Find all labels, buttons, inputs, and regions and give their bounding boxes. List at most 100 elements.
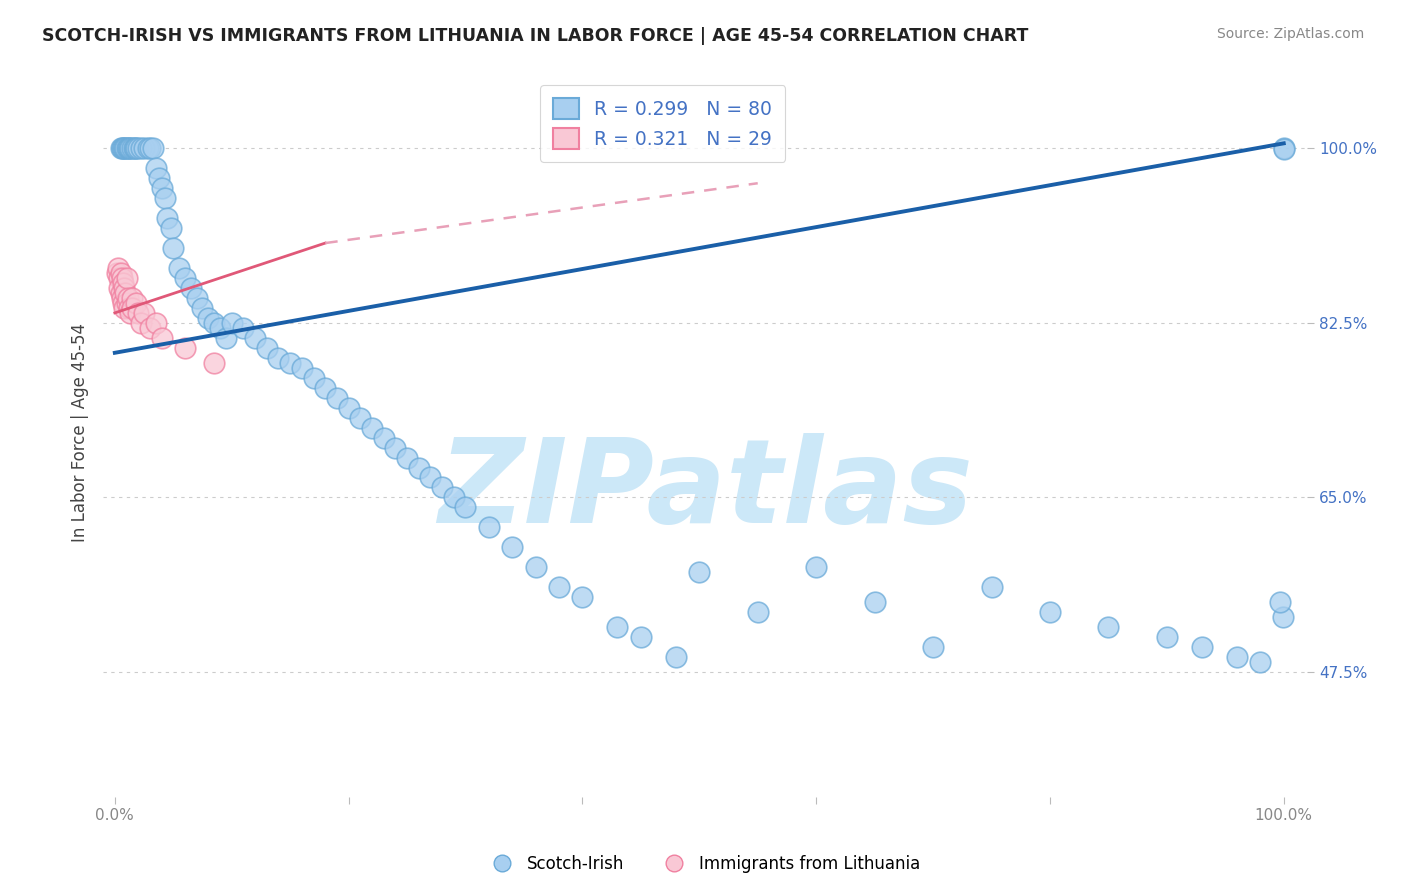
Point xyxy=(1249,655,1271,669)
Point xyxy=(630,630,652,644)
Point xyxy=(180,281,202,295)
Point xyxy=(121,301,143,315)
Point xyxy=(373,431,395,445)
Point xyxy=(548,580,571,594)
Y-axis label: In Labor Force | Age 45-54: In Labor Force | Age 45-54 xyxy=(72,323,89,542)
Point xyxy=(160,221,183,235)
Point xyxy=(111,141,134,155)
Point xyxy=(110,266,132,280)
Point xyxy=(112,301,135,315)
Point xyxy=(278,356,301,370)
Point xyxy=(117,291,139,305)
Point xyxy=(256,341,278,355)
Point xyxy=(804,560,827,574)
Point xyxy=(326,391,349,405)
Point xyxy=(384,441,406,455)
Text: ZIPatlas: ZIPatlas xyxy=(437,434,973,549)
Point xyxy=(162,241,184,255)
Point xyxy=(117,141,139,155)
Point xyxy=(208,321,231,335)
Legend: Scotch-Irish, Immigrants from Lithuania: Scotch-Irish, Immigrants from Lithuania xyxy=(478,848,928,880)
Point xyxy=(430,480,453,494)
Point xyxy=(1191,640,1213,654)
Point xyxy=(127,141,149,155)
Point xyxy=(156,211,179,226)
Point xyxy=(111,296,134,310)
Point xyxy=(1271,610,1294,624)
Point xyxy=(202,356,225,370)
Point xyxy=(314,381,336,395)
Point xyxy=(1270,595,1292,609)
Point xyxy=(139,321,162,335)
Point xyxy=(118,301,141,315)
Point xyxy=(191,301,214,315)
Point xyxy=(478,520,501,534)
Legend: R = 0.299   N = 80, R = 0.321   N = 29: R = 0.299 N = 80, R = 0.321 N = 29 xyxy=(540,85,786,161)
Point xyxy=(150,331,173,345)
Point xyxy=(112,141,135,155)
Point xyxy=(145,316,167,330)
Point xyxy=(111,141,134,155)
Point xyxy=(174,341,197,355)
Point xyxy=(111,291,134,305)
Point xyxy=(110,141,132,155)
Point xyxy=(111,271,134,285)
Point xyxy=(202,316,225,330)
Point xyxy=(139,141,162,155)
Point xyxy=(349,410,371,425)
Point xyxy=(361,420,384,434)
Point xyxy=(122,141,145,155)
Point xyxy=(148,171,170,186)
Point xyxy=(112,281,135,295)
Point xyxy=(408,460,430,475)
Point xyxy=(150,181,173,195)
Point xyxy=(1097,620,1119,634)
Point xyxy=(1226,650,1249,665)
Point xyxy=(665,650,688,665)
Point xyxy=(125,296,148,310)
Point xyxy=(747,605,769,619)
Point xyxy=(167,260,190,275)
Point xyxy=(197,310,219,325)
Point xyxy=(115,296,138,310)
Point xyxy=(571,590,593,604)
Point xyxy=(108,271,131,285)
Point xyxy=(121,291,143,305)
Point xyxy=(174,271,197,285)
Point xyxy=(124,141,146,155)
Point xyxy=(980,580,1002,594)
Point xyxy=(127,306,149,320)
Point xyxy=(153,191,176,205)
Point xyxy=(1156,630,1178,644)
Text: SCOTCH-IRISH VS IMMIGRANTS FROM LITHUANIA IN LABOR FORCE | AGE 45-54 CORRELATION: SCOTCH-IRISH VS IMMIGRANTS FROM LITHUANI… xyxy=(42,27,1029,45)
Point xyxy=(132,141,155,155)
Point xyxy=(1039,605,1062,619)
Point xyxy=(136,141,159,155)
Point xyxy=(232,321,254,335)
Point xyxy=(267,351,290,365)
Point xyxy=(922,640,945,654)
Point xyxy=(115,271,138,285)
Point xyxy=(524,560,547,574)
Point xyxy=(454,500,477,515)
Point xyxy=(186,291,208,305)
Point xyxy=(107,260,129,275)
Point xyxy=(863,595,886,609)
Point xyxy=(221,316,243,330)
Point xyxy=(688,566,710,580)
Point xyxy=(132,306,155,320)
Point xyxy=(110,285,132,300)
Point xyxy=(243,331,266,345)
Point xyxy=(337,401,360,415)
Point xyxy=(129,316,152,330)
Point xyxy=(118,141,141,155)
Point xyxy=(1272,141,1295,155)
Point xyxy=(291,360,314,375)
Point xyxy=(108,281,131,295)
Point xyxy=(114,141,136,155)
Point xyxy=(142,141,165,155)
Point xyxy=(1272,142,1295,156)
Point xyxy=(105,266,128,280)
Point xyxy=(396,450,419,465)
Point xyxy=(125,141,148,155)
